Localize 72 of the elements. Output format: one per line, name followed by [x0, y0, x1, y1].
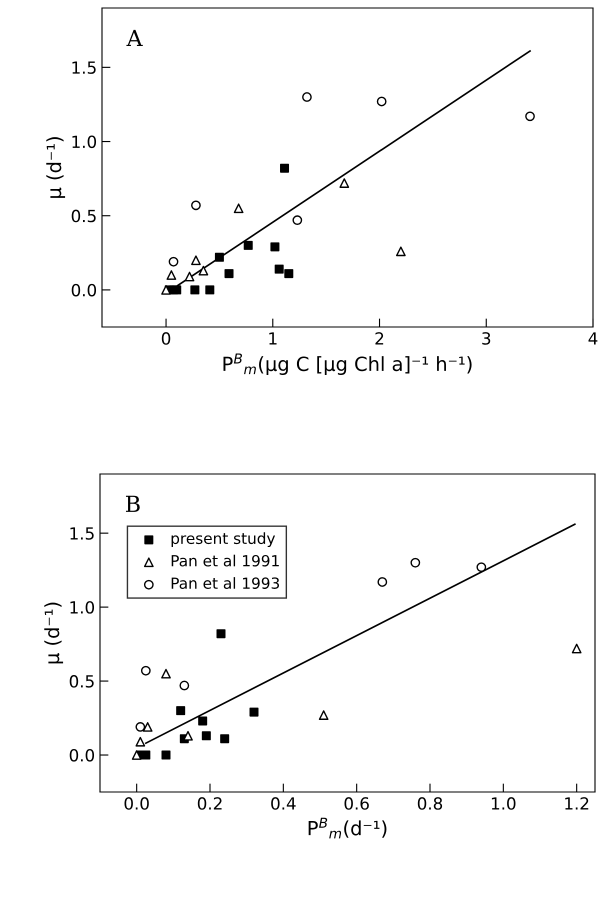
point [284, 269, 294, 278]
point [224, 269, 234, 278]
y-tick-label: 1.5 [70, 527, 94, 540]
x-tick-label: 1.2 [565, 797, 588, 810]
y-tick-label: 0.5 [70, 675, 94, 688]
point [216, 629, 226, 638]
x-tick-label: 0.2 [198, 797, 222, 810]
point [302, 92, 312, 102]
point [234, 203, 244, 214]
x-tick-label: 4 [588, 332, 598, 345]
x-tick-label: 3 [482, 332, 490, 345]
point [169, 285, 178, 294]
x-tick-label: 0.4 [271, 797, 296, 810]
point [179, 680, 190, 690]
point [135, 736, 146, 747]
point [214, 252, 224, 262]
point [132, 750, 142, 760]
legend-label: Pan et al 1993 [172, 577, 280, 589]
point [135, 722, 146, 732]
y-tick-label: 0.0 [72, 284, 96, 296]
point [377, 577, 388, 587]
point [220, 734, 230, 744]
point [205, 285, 214, 294]
point [198, 716, 208, 726]
point [161, 285, 171, 295]
x-tick-label: 1 [269, 332, 277, 345]
point [410, 558, 420, 568]
point [476, 562, 486, 572]
point [191, 255, 201, 266]
point [292, 215, 302, 226]
point [280, 164, 290, 173]
point [198, 266, 208, 276]
x-axis-title: P$^{B}$$_{m}$(μg C [μg Chl a]⁻¹ h⁻¹) [224, 354, 472, 375]
point [376, 96, 387, 106]
y-axis-title: μ (d⁻¹) [46, 137, 66, 198]
point [166, 270, 176, 280]
legend-label: present study [172, 532, 276, 548]
point [250, 708, 258, 717]
point [184, 272, 194, 282]
x-tick-label: 0.8 [418, 797, 442, 810]
point [176, 706, 186, 716]
point [525, 111, 535, 122]
point [161, 668, 171, 679]
point [162, 750, 170, 760]
legend-label: Pan et al 1991 [172, 554, 279, 567]
y-tick-label: 1.5 [72, 62, 96, 74]
x-tick-label: 0.0 [124, 797, 149, 810]
point [190, 285, 200, 294]
x-tick-label: 0 [162, 332, 170, 345]
point [202, 731, 211, 740]
y-axis-title: μ (d⁻¹) [44, 602, 64, 664]
point [270, 242, 280, 252]
point [244, 240, 253, 250]
point [318, 710, 329, 720]
point [140, 666, 151, 676]
x-axis-title: P$^{B}$$_{m}$(d⁻¹) [308, 818, 386, 838]
y-tick-label: 1.0 [70, 601, 94, 614]
y-tick-label: 0.0 [70, 748, 94, 762]
point [168, 256, 178, 267]
x-tick-label: 0.6 [344, 797, 369, 810]
y-tick-label: 0.5 [72, 210, 96, 222]
annotation: A [126, 30, 143, 46]
x-tick-label: 2 [375, 332, 384, 345]
annotation: B [126, 496, 140, 512]
point [142, 722, 153, 732]
y-tick-label: 1.0 [72, 135, 96, 148]
point [572, 644, 582, 654]
point [274, 264, 284, 274]
point [339, 178, 350, 188]
point [191, 200, 201, 210]
point [396, 246, 406, 256]
x-tick-label: 1.0 [492, 797, 516, 810]
